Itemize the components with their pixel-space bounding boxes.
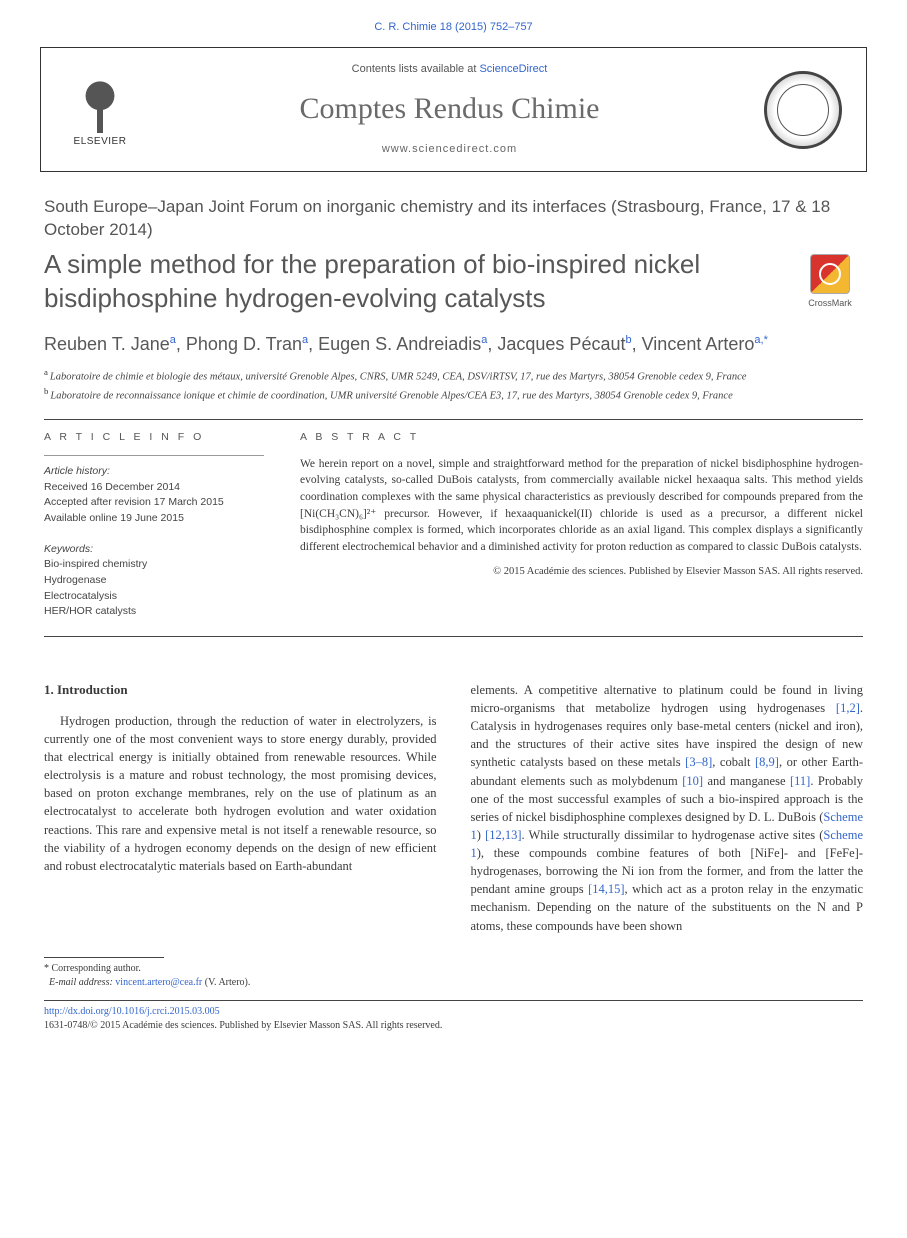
intro-paragraph-continued: elements. A competitive alternative to p… [471,681,864,935]
keyword: HER/HOR catalysts [44,604,264,619]
journal-title: Comptes Rendus Chimie [157,88,742,130]
ref-link[interactable]: [12,13] [485,828,521,842]
doi-link[interactable]: http://dx.doi.org/10.1016/j.crci.2015.03… [44,1006,220,1017]
journal-url: www.sciencedirect.com [157,142,742,157]
article-info-heading: A R T I C L E I N F O [44,430,264,445]
author-list: Reuben T. Janea, Phong D. Trana, Eugen S… [44,332,863,356]
journal-block: Contents lists available at ScienceDirec… [157,62,742,157]
section-heading-intro: 1. Introduction [44,681,437,700]
article-info-column: A R T I C L E I N F O Article history: R… [44,430,264,620]
keyword: Bio-inspired chemistry [44,557,264,572]
divider [44,455,264,456]
abstract-copyright: © 2015 Académie des sciences. Published … [300,564,863,579]
page: C. R. Chimie 18 (2015) 752–757 ELSEVIER … [0,0,907,1033]
issn-copyright-line: 1631-0748/© 2015 Académie des sciences. … [44,1020,442,1031]
author: Phong D. Trana [186,334,308,354]
divider [44,419,863,420]
history-line: Accepted after revision 17 March 2015 [44,495,264,510]
author: Reuben T. Janea [44,334,176,354]
info-abstract-row: A R T I C L E I N F O Article history: R… [44,430,863,620]
history-heading: Article history: [44,464,264,479]
ref-link[interactable]: [8,9] [755,755,779,769]
email-link[interactable]: vincent.artero@cea.fr [115,977,202,988]
keywords-heading: Keywords: [44,542,264,557]
author: Jacques Pécautb [497,334,631,354]
author: Eugen S. Andreiadisa [318,334,487,354]
crossmark-icon [810,254,850,294]
keyword: Hydrogenase [44,573,264,588]
academie-seal-icon [764,71,842,149]
intro-paragraph: Hydrogen production, through the reducti… [44,712,437,875]
ref-link[interactable]: [14,15] [588,882,624,896]
contents-prefix: Contents lists available at [352,63,480,75]
elsevier-logo: ELSEVIER [65,71,135,149]
abstract-heading: A B S T R A C T [300,430,863,445]
footnotes: * Corresponding author. E-mail address: … [44,962,863,990]
affiliation-b: bLaboratoire de reconnaissance ionique e… [44,385,863,404]
keywords-block: Keywords: Bio-inspired chemistry Hydroge… [44,542,264,619]
contents-available-line: Contents lists available at ScienceDirec… [157,62,742,77]
history-line: Available online 19 June 2015 [44,511,264,526]
elsevier-label: ELSEVIER [74,135,127,149]
crossmark-widget[interactable]: CrossMark [799,254,861,310]
ref-link[interactable]: [10] [682,774,703,788]
corresponding-author-note: * Corresponding author. [44,962,863,976]
affiliations: aLaboratoire de chimie et biologie des m… [44,366,863,403]
ref-link[interactable]: [11] [790,774,810,788]
conference-section-label: South Europe–Japan Joint Forum on inorga… [44,196,863,242]
corresponding-email: E-mail address: vincent.artero@cea.fr (V… [44,976,863,990]
article-history: Article history: Received 16 December 20… [44,464,264,526]
abstract-column: A B S T R A C T We herein report on a no… [300,430,863,620]
paper-title: A simple method for the preparation of b… [44,248,744,316]
running-citation: C. R. Chimie 18 (2015) 752–757 [0,0,907,47]
body-two-column: 1. Introduction Hydrogen production, thr… [44,681,863,935]
ref-link[interactable]: [1,2] [836,701,860,715]
ref-link[interactable]: [3–8] [685,755,712,769]
body-column-left: 1. Introduction Hydrogen production, thr… [44,681,437,935]
affiliation-a: aLaboratoire de chimie et biologie des m… [44,366,863,385]
elsevier-tree-icon [71,71,129,133]
divider [44,636,863,637]
abstract-text: We herein report on a novel, simple and … [300,456,863,556]
sciencedirect-link[interactable]: ScienceDirect [479,63,547,75]
author: Vincent Arteroa,* [642,334,768,354]
keyword: Electrocatalysis [44,589,264,604]
footnote-divider [44,957,164,958]
divider [44,1000,863,1001]
history-line: Received 16 December 2014 [44,480,264,495]
doi-footer: http://dx.doi.org/10.1016/j.crci.2015.03… [44,1005,863,1033]
journal-header-box: ELSEVIER Contents lists available at Sci… [40,47,867,172]
body-column-right: elements. A competitive alternative to p… [471,681,864,935]
crossmark-label: CrossMark [799,297,861,310]
